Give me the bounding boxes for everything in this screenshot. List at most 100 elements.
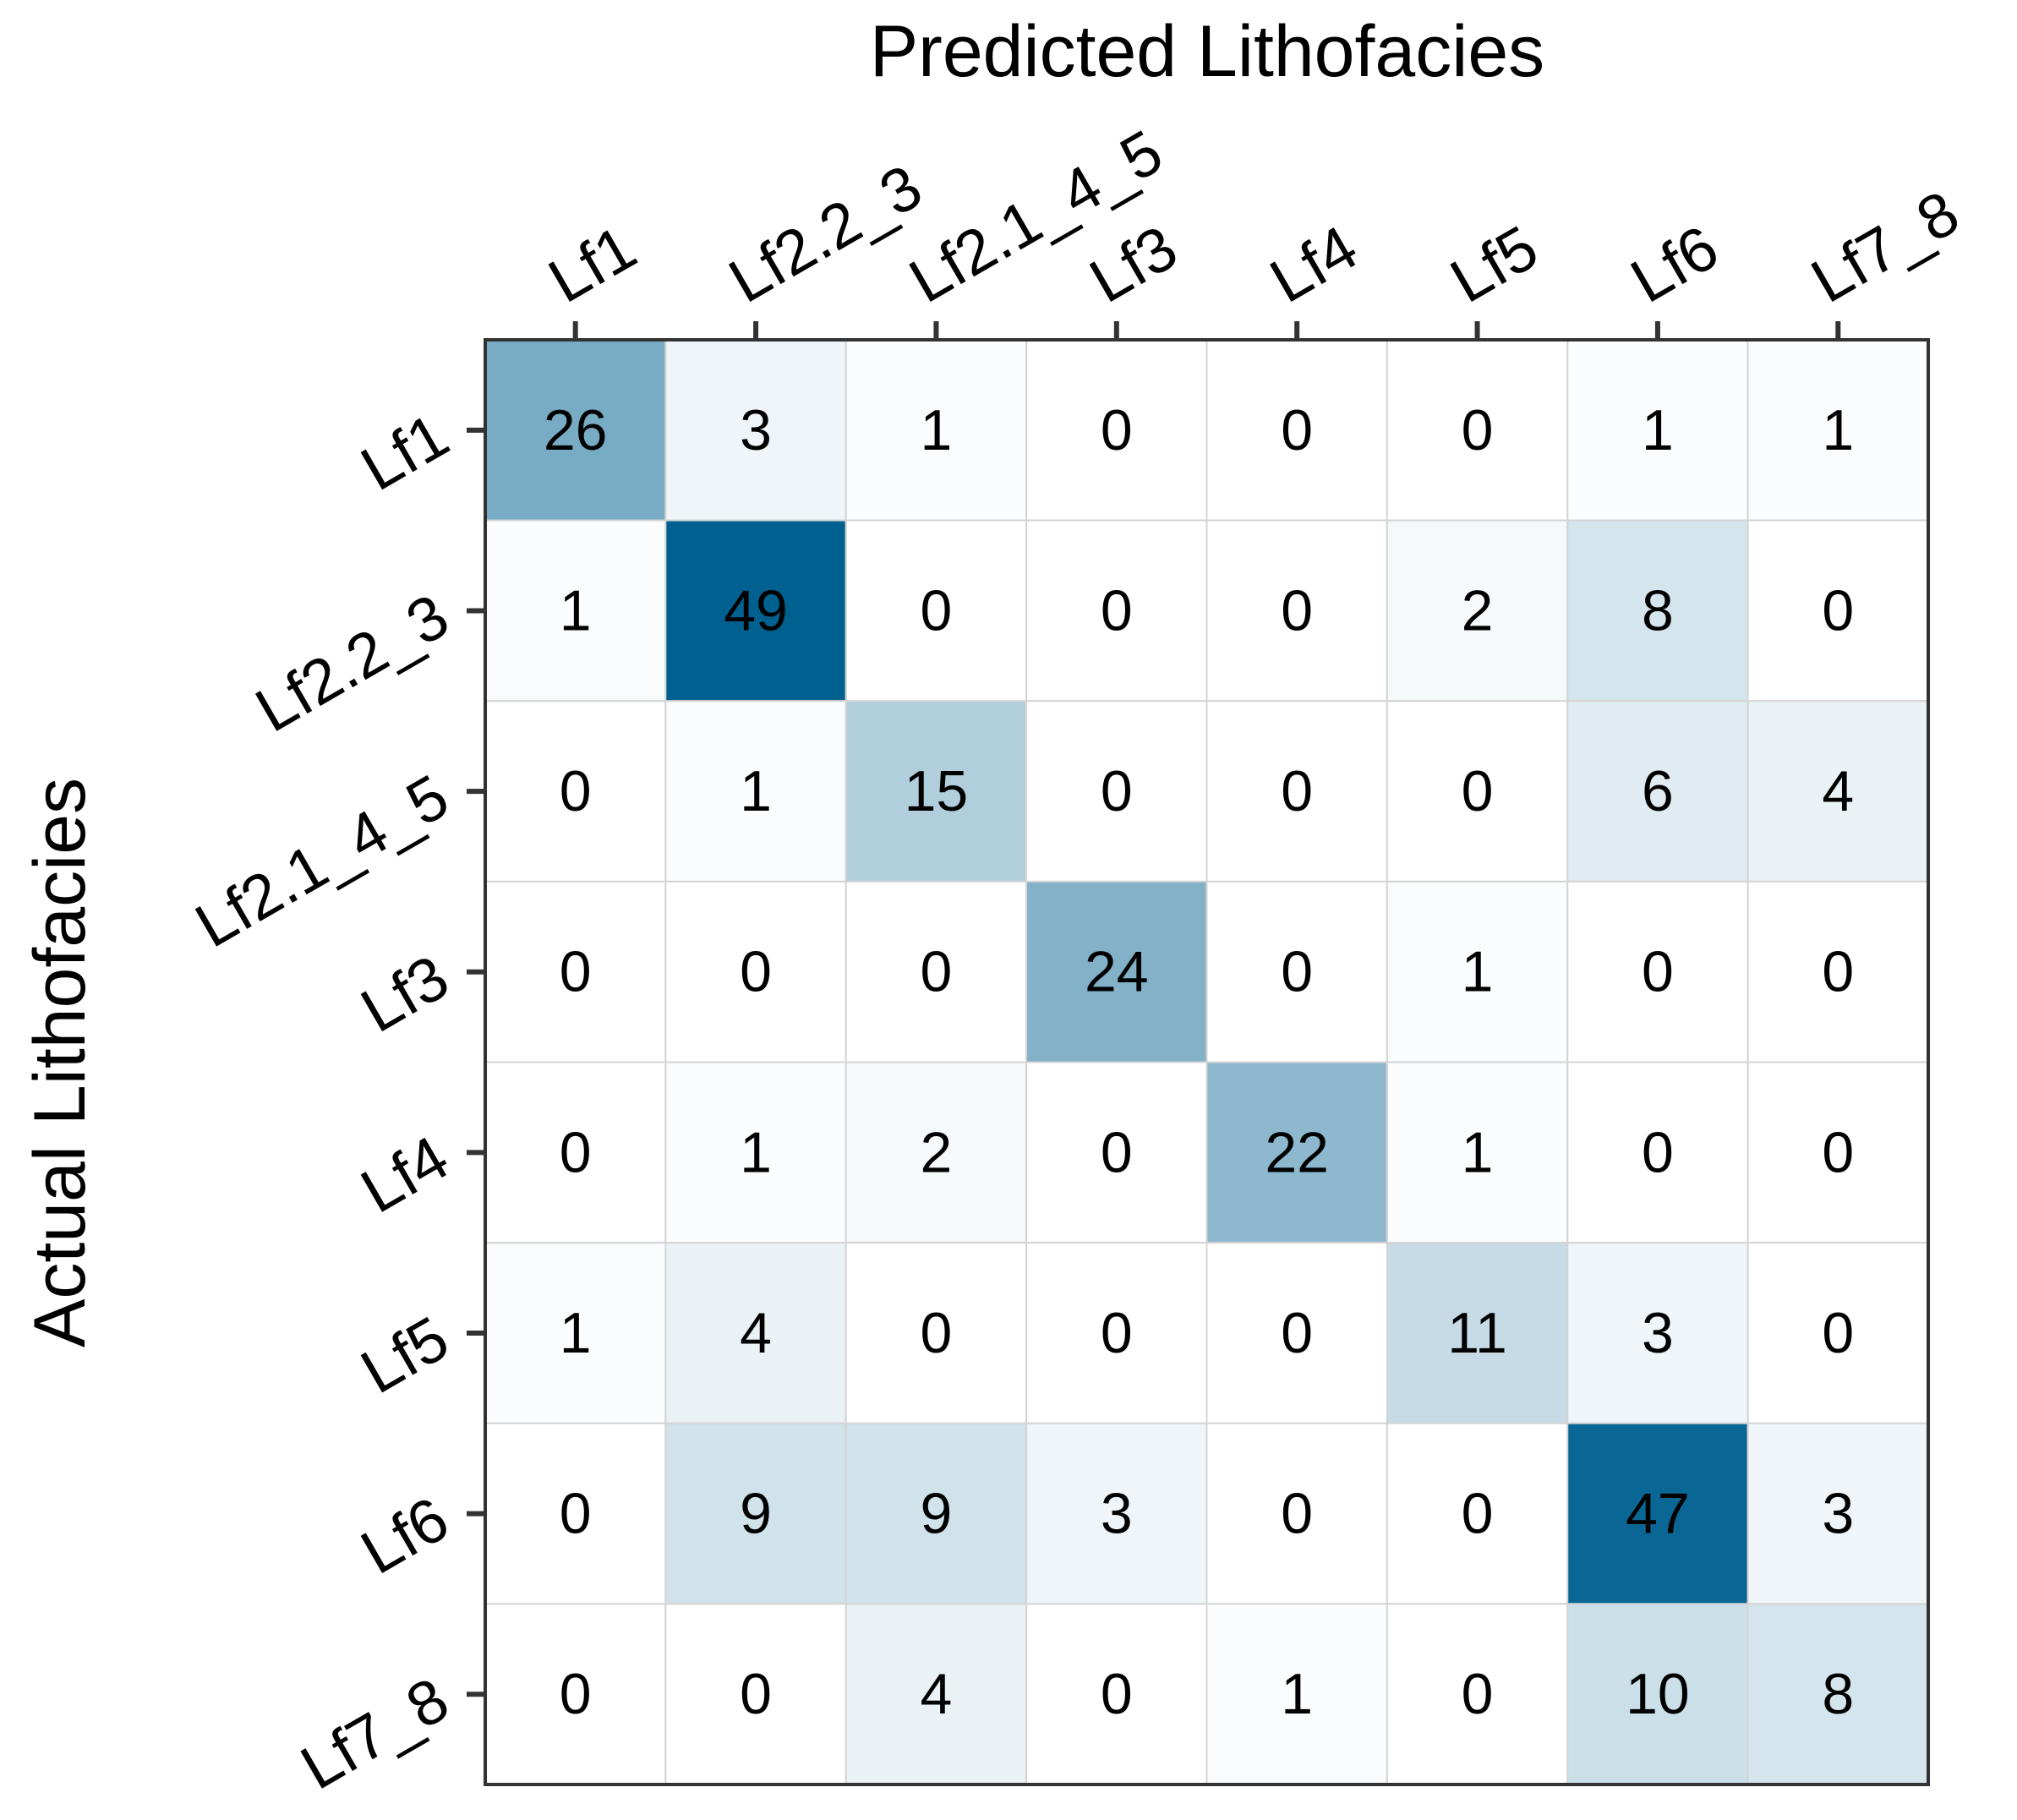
cell-value-label: 49 xyxy=(724,578,788,642)
heatmap-cell xyxy=(1746,1422,1929,1605)
heatmap-cell xyxy=(845,1603,1028,1785)
cell-value-label: 0 xyxy=(1101,759,1133,823)
cell-value-label: 22 xyxy=(1265,1120,1329,1184)
heatmap-cell xyxy=(845,700,1028,883)
heatmap-cell xyxy=(1746,1603,1929,1785)
heatmap-cell xyxy=(1025,880,1208,1063)
cell-value-label: 0 xyxy=(1281,940,1313,1004)
heatmap-cell xyxy=(1386,339,1569,522)
cell-value-label: 1 xyxy=(921,398,953,462)
cell-value-label: 0 xyxy=(1101,398,1133,462)
cell-value-label: 2 xyxy=(1462,578,1494,642)
heatmap-cell xyxy=(1566,519,1749,702)
cell-value-label: 0 xyxy=(1822,1301,1854,1365)
cell-value-label: 15 xyxy=(905,759,969,823)
heatmap-cell xyxy=(1386,700,1569,883)
y-tick-label: Lf4 xyxy=(349,1122,460,1226)
y-tick-label: Lf5 xyxy=(349,1303,460,1407)
x-tick-label: Lf2.2_3 xyxy=(718,151,933,316)
x-tick-label: Lf5 xyxy=(1439,212,1550,316)
heatmap-cell xyxy=(1566,1061,1749,1244)
cell-value-label: 1 xyxy=(1822,398,1854,462)
cell-value-label: 0 xyxy=(1462,398,1494,462)
cell-value-label: 3 xyxy=(1822,1482,1854,1546)
heatmap-cell xyxy=(1746,1061,1929,1244)
heatmap-cell xyxy=(1746,1242,1929,1424)
cell-value-label: 0 xyxy=(1281,1482,1313,1546)
cell-value-label: 0 xyxy=(1101,1301,1133,1365)
cell-value-label: 1 xyxy=(1462,1120,1494,1184)
heatmap-cell xyxy=(1205,1242,1388,1424)
heatmap-cell xyxy=(1386,1242,1569,1424)
heatmap-cell xyxy=(1205,700,1388,883)
heatmap-cell xyxy=(1746,339,1929,522)
cell-value-label: 1 xyxy=(1642,398,1674,462)
cell-value-label: 26 xyxy=(544,398,608,462)
heatmap-cell xyxy=(484,1422,667,1605)
y-tick-label: Lf6 xyxy=(349,1484,460,1588)
heatmap-cell xyxy=(664,339,847,522)
heatmap-cell xyxy=(845,1422,1028,1605)
y-tick-label: Lf2.1_4_5 xyxy=(183,761,460,960)
heatmap-cell xyxy=(664,1242,847,1424)
x-tick-label: Lf6 xyxy=(1619,212,1730,316)
cell-value-label: 1 xyxy=(740,1120,772,1184)
cell-value-label: 0 xyxy=(1281,1301,1313,1365)
cell-value-label: 9 xyxy=(740,1482,772,1546)
cell-value-label: 0 xyxy=(560,1482,592,1546)
heatmap-cell xyxy=(1386,1061,1569,1244)
cell-value-label: 4 xyxy=(1822,759,1854,823)
y-tick-label: Lf7_8 xyxy=(289,1664,460,1802)
cell-value-label: 0 xyxy=(1822,940,1854,1004)
heatmap-cell xyxy=(1205,880,1388,1063)
cell-value-label: 0 xyxy=(1462,759,1494,823)
y-tick-label: Lf2.2_3 xyxy=(244,580,460,745)
heatmap-cell xyxy=(484,880,667,1063)
heatmap-cell xyxy=(1566,700,1749,883)
cell-value-label: 0 xyxy=(1642,940,1674,1004)
cell-value-label: 0 xyxy=(1822,578,1854,642)
y-axis-title: Actual Lithofacies xyxy=(19,778,101,1347)
heatmap-cell xyxy=(1205,519,1388,702)
cell-value-label: 4 xyxy=(921,1662,953,1726)
cell-value-label: 6 xyxy=(1642,759,1674,823)
cell-value-label: 0 xyxy=(1642,1120,1674,1184)
chart-title: Predicted Lithofacies xyxy=(870,11,1544,92)
y-tick-label: Lf1 xyxy=(349,400,460,504)
cell-value-label: 0 xyxy=(921,578,953,642)
heatmap-cell xyxy=(1205,1422,1388,1605)
heatmap-cell xyxy=(484,700,667,883)
cell-value-label: 0 xyxy=(1101,578,1133,642)
cell-value-label: 8 xyxy=(1642,578,1674,642)
heatmap-cell xyxy=(1566,1422,1749,1605)
heatmap-cell xyxy=(845,1242,1028,1424)
heatmap-cell xyxy=(664,700,847,883)
cell-value-label: 0 xyxy=(1822,1120,1854,1184)
y-tick-label: Lf3 xyxy=(349,942,460,1046)
plot-border xyxy=(484,338,1930,1786)
heatmap-cell xyxy=(1025,700,1208,883)
cell-value-label: 0 xyxy=(1281,398,1313,462)
cell-value-label: 47 xyxy=(1626,1482,1690,1546)
cell-value-label: 0 xyxy=(921,1301,953,1365)
cell-value-label: 9 xyxy=(921,1482,953,1546)
cell-value-label: 1 xyxy=(740,759,772,823)
heatmap-cell xyxy=(1386,1603,1569,1785)
heatmap-cell xyxy=(1025,1061,1208,1244)
x-tick-label: Lf3 xyxy=(1078,212,1189,316)
cell-value-label: 0 xyxy=(1281,578,1313,642)
x-tick-label: Lf1 xyxy=(537,212,648,316)
cell-value-label: 0 xyxy=(560,759,592,823)
cell-value-label: 11 xyxy=(1447,1301,1507,1365)
heatmap-cell xyxy=(1386,1422,1569,1605)
cell-value-label: 24 xyxy=(1085,940,1149,1004)
heatmap-cell xyxy=(1205,1603,1388,1785)
cell-value-label: 3 xyxy=(740,398,772,462)
cell-value-label: 0 xyxy=(560,1120,592,1184)
heatmap-cell xyxy=(484,339,667,522)
cell-value-label: 3 xyxy=(1642,1301,1674,1365)
heatmap-cell xyxy=(1746,519,1929,702)
heatmap-cell xyxy=(1025,519,1208,702)
heatmap-cell xyxy=(1386,519,1569,702)
